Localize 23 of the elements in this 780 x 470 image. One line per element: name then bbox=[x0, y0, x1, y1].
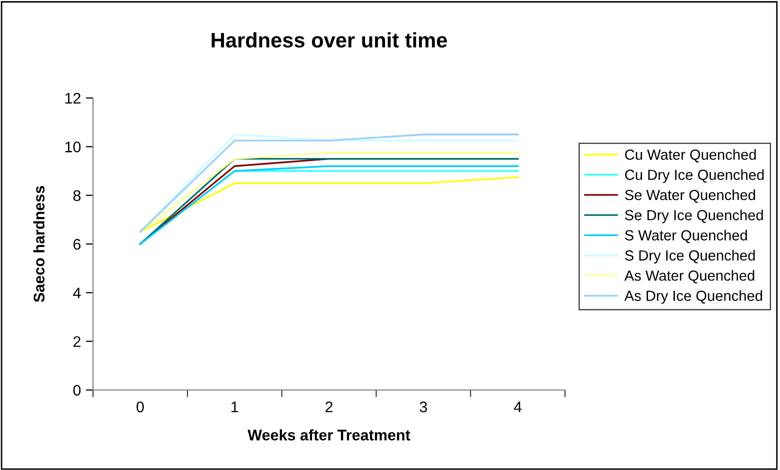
chart-title: Hardness over unit time bbox=[212, 32, 447, 48]
legend-label: S Water Quenched bbox=[625, 230, 747, 244]
y-tick-label: 2 bbox=[73, 336, 80, 347]
y-tick-label: 8 bbox=[73, 190, 81, 202]
y-tick-label: 0 bbox=[73, 384, 81, 396]
x-axis-title: Weeks after Treatment bbox=[248, 429, 410, 440]
x-tick-label: 2 bbox=[326, 402, 332, 412]
y-tick-label: 10 bbox=[65, 142, 81, 152]
y-tick-label: 4 bbox=[73, 288, 81, 298]
y-tick-label: 12 bbox=[65, 92, 80, 104]
legend-label: Se Dry Ice Quenched bbox=[625, 210, 763, 224]
x-tick-label: 4 bbox=[514, 402, 522, 412]
y-tick-label: 6 bbox=[73, 238, 81, 250]
x-tick-label: 1 bbox=[232, 402, 238, 412]
x-tick-label: 0 bbox=[136, 402, 144, 412]
legend-label: Cu Water Quenched bbox=[625, 149, 756, 162]
x-tick-label: 3 bbox=[420, 402, 427, 412]
legend-label: Cu Dry Ice Quenched bbox=[625, 169, 764, 183]
legend-label: Se Water Quenched bbox=[625, 189, 756, 203]
legend-label: As Dry Ice Quenched bbox=[624, 290, 762, 304]
legend-label: As Water Quenched bbox=[624, 270, 754, 284]
y-axis-title: Saeco hardness bbox=[33, 186, 45, 302]
legend-label: S Dry Ice Quenched bbox=[625, 250, 755, 264]
